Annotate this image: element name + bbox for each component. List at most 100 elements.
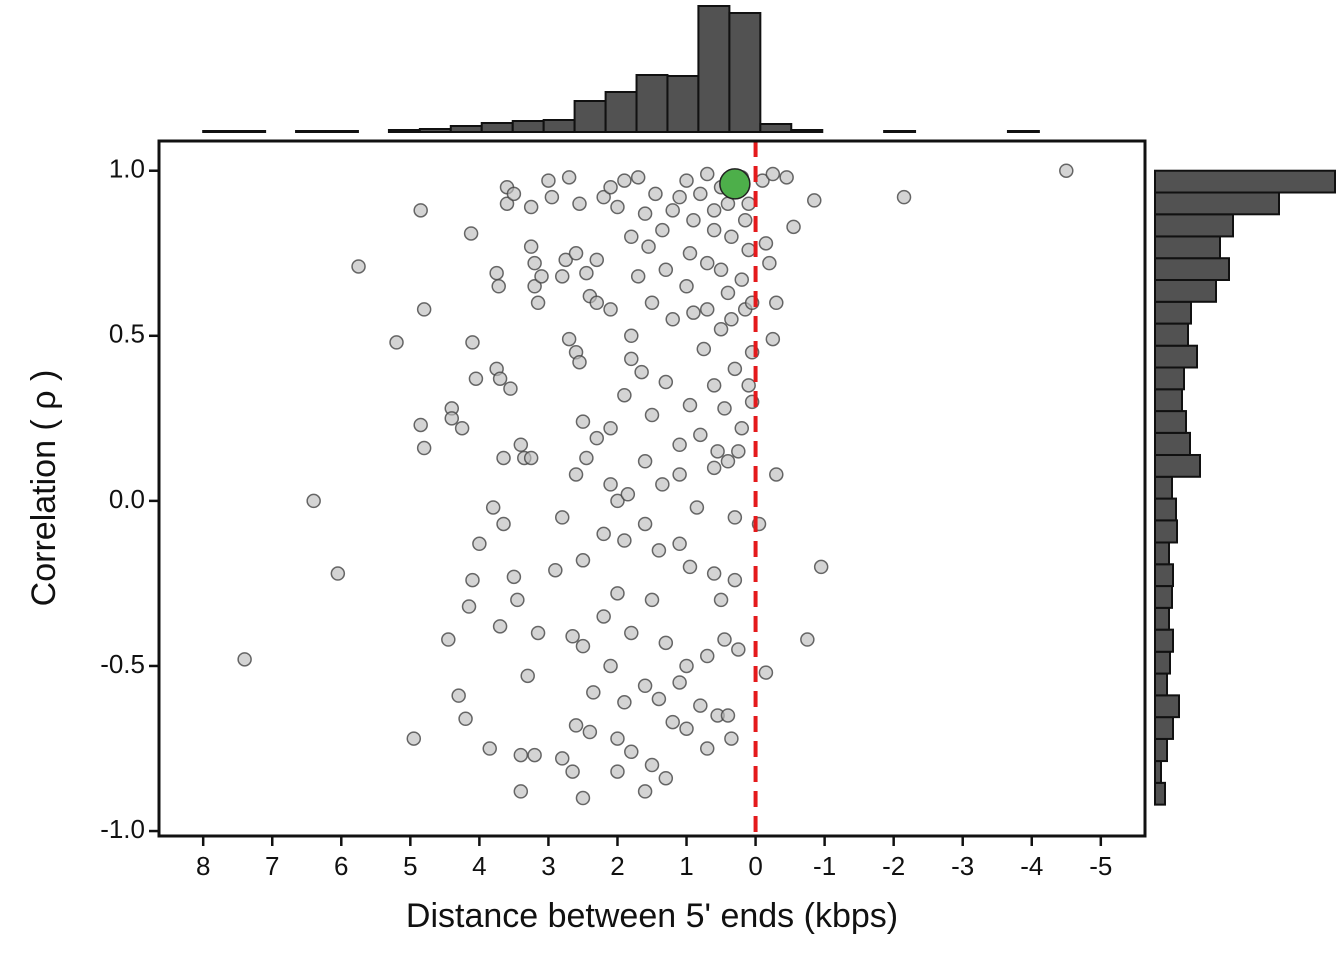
point	[658, 770, 674, 786]
histogram-bar	[1154, 169, 1336, 194]
x-tick-label: -3	[951, 851, 974, 881]
point	[720, 285, 736, 301]
point	[706, 222, 722, 238]
point	[530, 295, 546, 311]
y-axis-label: Correlation ( ρ )	[25, 370, 63, 607]
point	[686, 305, 701, 320]
point	[491, 279, 506, 294]
point	[458, 711, 473, 727]
point	[565, 628, 580, 644]
point	[610, 586, 625, 601]
point	[523, 199, 539, 215]
point	[561, 170, 577, 185]
point	[485, 500, 501, 515]
point	[693, 186, 708, 202]
histogram-bar	[790, 129, 824, 133]
x-axis-label: Distance between 5' ends (kbps)	[406, 897, 898, 935]
point	[779, 170, 794, 185]
histogram-bar	[1154, 672, 1168, 697]
point	[637, 678, 653, 694]
point	[699, 166, 715, 182]
histogram-bar	[1154, 388, 1183, 413]
histogram-bar	[604, 91, 638, 133]
point	[693, 427, 708, 443]
histogram-bar	[1154, 606, 1170, 631]
point	[624, 744, 639, 760]
point	[720, 454, 736, 469]
point	[644, 295, 660, 311]
histogram-bar	[1154, 781, 1166, 806]
point	[579, 450, 594, 466]
histogram-bar	[1154, 541, 1170, 566]
histogram-bar	[1154, 213, 1234, 238]
point	[734, 272, 750, 287]
point	[658, 262, 674, 278]
point	[492, 371, 508, 386]
point	[672, 467, 687, 482]
histogram-bar	[1154, 475, 1173, 500]
point	[596, 609, 611, 624]
point	[710, 444, 725, 459]
point	[637, 784, 653, 799]
y-tick-label: -1.0	[100, 814, 145, 844]
point	[734, 420, 750, 436]
point	[786, 219, 801, 235]
point	[686, 212, 701, 228]
x-tick-label: -5	[1089, 851, 1112, 881]
point	[596, 189, 611, 205]
y-tick-label: -0.5	[100, 649, 145, 679]
histogram-bar	[542, 119, 576, 133]
point	[724, 731, 739, 746]
histogram-bar	[1154, 453, 1201, 478]
histogram-bar	[480, 122, 514, 133]
point	[441, 632, 456, 647]
x-tick-label: -1	[813, 851, 836, 881]
point	[727, 361, 743, 377]
point	[554, 751, 570, 766]
histogram-bar	[1154, 257, 1230, 281]
point	[637, 454, 653, 469]
point	[451, 688, 466, 703]
point	[465, 572, 480, 588]
point	[655, 477, 670, 492]
point	[813, 559, 829, 575]
point	[579, 265, 594, 281]
point	[586, 685, 601, 700]
point	[468, 371, 484, 386]
point	[472, 536, 487, 552]
point	[596, 526, 611, 542]
point	[444, 411, 460, 426]
point	[617, 173, 632, 188]
point	[575, 638, 591, 654]
point	[624, 328, 639, 344]
point	[617, 387, 632, 403]
point	[527, 279, 542, 294]
point	[492, 619, 508, 634]
point	[727, 572, 743, 588]
point	[682, 397, 698, 413]
point	[568, 246, 584, 261]
point	[603, 420, 618, 436]
point	[465, 335, 480, 350]
point	[699, 255, 715, 271]
histogram-bar	[759, 123, 793, 133]
x-tick-label: 0	[748, 851, 762, 881]
point	[413, 417, 428, 433]
histogram-bar	[449, 125, 483, 133]
histogram-bar	[666, 75, 700, 133]
histogram-bar	[573, 100, 607, 133]
point	[548, 562, 563, 578]
point	[655, 222, 670, 238]
histogram-bar	[1154, 431, 1191, 456]
histogram-bar	[1154, 322, 1189, 347]
point	[589, 295, 605, 311]
point	[717, 401, 732, 416]
histogram-bar	[1154, 737, 1168, 763]
histogram-bar	[418, 128, 452, 133]
point	[731, 642, 746, 657]
point	[620, 487, 636, 502]
histogram-bar	[1154, 628, 1174, 653]
point	[706, 460, 722, 476]
